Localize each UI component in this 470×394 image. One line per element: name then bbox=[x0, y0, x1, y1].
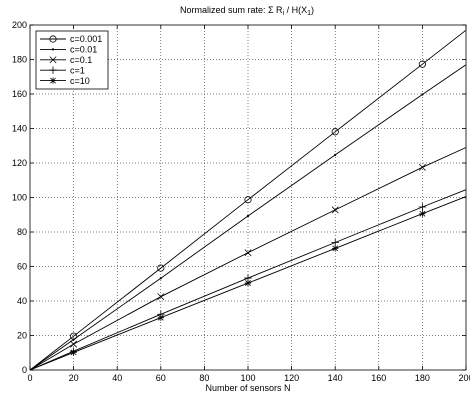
legend-label: c=0.001 bbox=[70, 34, 102, 44]
legend-entry-c-0-01: c=0.01 bbox=[40, 45, 97, 55]
y-tick-label: 20 bbox=[17, 331, 27, 341]
series-c-0-01-point bbox=[421, 93, 424, 96]
y-tick-label: 200 bbox=[12, 20, 27, 30]
y-tick-label: 140 bbox=[12, 124, 27, 134]
series-c-10-point bbox=[244, 279, 252, 287]
legend-label: c=0.01 bbox=[70, 45, 97, 55]
legend-marker bbox=[51, 48, 55, 51]
x-tick-label: 160 bbox=[371, 373, 386, 383]
series-c-0-1-point bbox=[244, 249, 252, 257]
legend-marker bbox=[49, 56, 57, 64]
series-c-0-001-point bbox=[157, 264, 165, 272]
legend-entry-c-10: c=10 bbox=[40, 76, 90, 86]
x-tick-label: 180 bbox=[415, 373, 430, 383]
y-tick-label: 180 bbox=[12, 55, 27, 65]
series-c-0-01-point bbox=[246, 214, 250, 218]
legend-entry-c-0-001: c=0.001 bbox=[40, 34, 102, 44]
series-c-0-1 bbox=[29, 147, 467, 371]
series-c-0-1-point bbox=[70, 340, 78, 348]
series-c-0-1-line bbox=[29, 147, 467, 371]
legend-label: c=0.1 bbox=[70, 55, 92, 65]
legend-marker bbox=[49, 77, 57, 84]
x-tick-label: 100 bbox=[240, 373, 255, 383]
series-c-10-point bbox=[70, 349, 77, 356]
series-c-0-01-point bbox=[72, 338, 75, 341]
series-c-0-01-point bbox=[159, 277, 162, 280]
series-c-10-point bbox=[332, 245, 339, 252]
series-c-1-point bbox=[418, 203, 427, 211]
x-tick-label: 140 bbox=[328, 373, 343, 383]
legend-marker bbox=[49, 66, 57, 74]
legend-entry-c-0-1: c=0.1 bbox=[40, 55, 92, 65]
x-tick-label: 20 bbox=[69, 373, 79, 383]
series-c-0-1-point bbox=[331, 206, 339, 214]
series-c-10 bbox=[29, 196, 467, 371]
legend-entry-c-1: c=1 bbox=[40, 65, 85, 75]
x-tick-label: 120 bbox=[284, 373, 299, 383]
series-c-0-001-line bbox=[29, 29, 467, 371]
y-tick-label: 60 bbox=[17, 262, 27, 272]
axis-ticks: 0 20 40 60 80 100 120 140 160 180 200 0 20 40 60 80 100 1… bbox=[12, 20, 470, 383]
series-c-10-point bbox=[157, 314, 164, 321]
chart-title: Normalized sum rate: Σ Ri / H(X1) bbox=[180, 5, 314, 17]
y-tick-label: 120 bbox=[12, 158, 27, 168]
series-c-0-1-point bbox=[157, 293, 165, 301]
y-tick-label: 0 bbox=[22, 365, 27, 375]
y-tick-label: 160 bbox=[12, 89, 27, 99]
series-c-1-point bbox=[331, 238, 339, 247]
x-tick-label: 0 bbox=[27, 373, 32, 383]
series-c-0-001-point bbox=[331, 128, 339, 136]
legend-label: c=10 bbox=[70, 76, 90, 86]
y-tick-label: 100 bbox=[12, 193, 27, 203]
legend-label: c=1 bbox=[70, 65, 85, 75]
x-tick-label: 40 bbox=[112, 373, 122, 383]
legend-marker bbox=[49, 35, 57, 43]
series-c-0-1-point bbox=[418, 163, 426, 171]
series-c-0-01-point bbox=[334, 153, 337, 156]
y-tick-label: 40 bbox=[17, 296, 27, 306]
y-tick-label: 80 bbox=[17, 227, 27, 237]
x-tick-label: 80 bbox=[199, 373, 209, 383]
series-c-0-01 bbox=[29, 64, 467, 371]
x-tick-label: 60 bbox=[156, 373, 166, 383]
x-axis-label: Number of sensors N bbox=[205, 383, 290, 393]
series-group bbox=[29, 29, 467, 371]
x-tick-label: 200 bbox=[458, 373, 470, 383]
series-c-0-001-point bbox=[244, 196, 252, 204]
series-c-0-001-point bbox=[418, 60, 426, 68]
series-c-10-point bbox=[419, 210, 426, 217]
